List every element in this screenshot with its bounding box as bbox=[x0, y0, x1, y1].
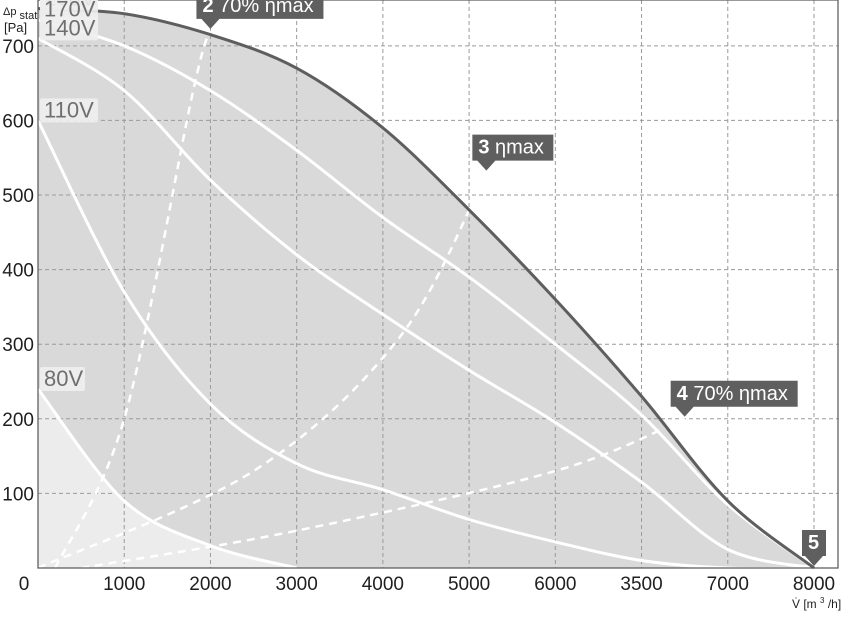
operating-region bbox=[38, 8, 814, 568]
callout-bg bbox=[670, 380, 798, 417]
series-label: 110V bbox=[44, 97, 94, 122]
curve-140V bbox=[37, 37, 815, 570]
callout-5: 5 bbox=[802, 530, 826, 566]
callout-id: 3 bbox=[478, 137, 489, 159]
y-tick-label: 200 bbox=[2, 410, 34, 431]
series-labels: 200V170V140V110V80V bbox=[40, 0, 98, 391]
x-axis-sup: 3 bbox=[820, 596, 825, 605]
callout-4: 4 70% ηmax bbox=[670, 380, 798, 417]
y-tick-label: 500 bbox=[2, 186, 34, 207]
max-envelope bbox=[37, 7, 815, 570]
series-tag: 80V bbox=[40, 366, 85, 391]
y-tick-label: 300 bbox=[2, 335, 34, 356]
series-label: 80V bbox=[44, 366, 83, 391]
x-tick-label: 7000 bbox=[707, 574, 749, 595]
x-axis-main: V̇ [m bbox=[792, 597, 817, 611]
series-tag: 110V bbox=[40, 97, 98, 123]
x-tick-label: 5000 bbox=[448, 574, 490, 595]
x-tick-label: 2000 bbox=[189, 574, 231, 595]
y-axis-label: Δp stat bbox=[3, 6, 37, 22]
curve-170V bbox=[37, 18, 815, 570]
callout-bg bbox=[802, 530, 826, 566]
y-axis-unit: [Pa] bbox=[4, 20, 27, 35]
x-tick-label: 0 bbox=[19, 574, 30, 595]
callout-id: 2 bbox=[202, 0, 213, 17]
voltage-curves bbox=[36, 18, 815, 571]
plot-frame bbox=[37, 0, 839, 569]
axes: 0100020003000400050006000350070008000900… bbox=[2, 0, 839, 595]
callout-label: 5 bbox=[808, 532, 819, 554]
series-tag-bg bbox=[40, 16, 98, 41]
callout-3: 3 ηmax bbox=[472, 134, 554, 171]
x-tick-label: 4000 bbox=[362, 574, 404, 595]
series-tag-bg bbox=[40, 366, 85, 391]
callout-label: 2 70% ηmax bbox=[202, 0, 313, 17]
series-tag: 170V bbox=[40, 0, 98, 22]
series-tag-bg bbox=[40, 98, 98, 123]
series-tag: 140V bbox=[40, 15, 98, 41]
y-axis-symbol: Δp bbox=[3, 6, 16, 18]
callout-text: ηmax bbox=[489, 137, 543, 159]
efficiency-line-4 bbox=[80, 417, 686, 570]
series-tag-bg bbox=[40, 0, 98, 22]
x-tick-label: 8000 bbox=[793, 574, 835, 595]
y-tick-label: 700 bbox=[2, 37, 34, 58]
callout-2: 2 70% ηmax bbox=[196, 0, 324, 29]
callout-label: 3 ηmax bbox=[478, 137, 544, 159]
callout-text: 70% ηmax bbox=[214, 0, 314, 17]
efficiency-lines bbox=[37, 30, 686, 570]
callout-id: 5 bbox=[808, 532, 819, 554]
callout-label: 4 70% ηmax bbox=[677, 383, 788, 405]
low-speed-region bbox=[38, 389, 297, 568]
point-callouts: 2 70% ηmax 3 ηmax 4 70% ηmax 5 bbox=[196, 0, 826, 566]
series-label: 140V bbox=[44, 15, 96, 40]
y-tick-label: 400 bbox=[2, 261, 34, 282]
efficiency-line-3 bbox=[37, 172, 488, 570]
y-tick-label: 600 bbox=[2, 111, 34, 132]
callout-bg bbox=[196, 0, 324, 29]
y-axis-subscript: stat bbox=[20, 10, 38, 22]
callout-text: 70% ηmax bbox=[688, 383, 788, 405]
x-tick-label: 1000 bbox=[103, 574, 145, 595]
curve-110V bbox=[36, 119, 815, 571]
x-axis-end: /h] bbox=[828, 597, 841, 611]
callout-bg bbox=[472, 134, 554, 171]
x-tick-label: 6000 bbox=[534, 574, 576, 595]
x-tick-label: 3000 bbox=[276, 574, 318, 595]
callout-id: 4 bbox=[677, 383, 689, 405]
series-label: 170V bbox=[44, 0, 96, 22]
y-tick-label: 100 bbox=[2, 484, 34, 505]
x-tick-label: 3500 bbox=[620, 574, 662, 595]
plot-background bbox=[38, 0, 838, 568]
curve-200V bbox=[37, 7, 815, 570]
curve-80V bbox=[36, 388, 298, 570]
x-axis-label: V̇ [m 3 /h] bbox=[792, 592, 841, 611]
